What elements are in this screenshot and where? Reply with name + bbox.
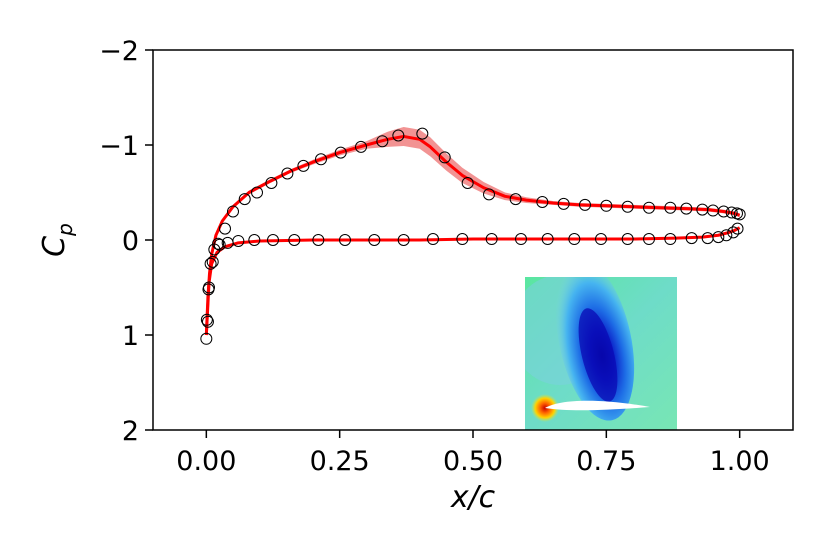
reference-point (312, 234, 325, 246)
reference-point (392, 129, 405, 142)
reference-point (685, 232, 698, 245)
reference-point (483, 188, 495, 201)
reference-point (621, 200, 634, 213)
x-tick-label: 0.25 (310, 446, 370, 477)
reference-point (376, 135, 389, 148)
inset-suction-core (578, 308, 618, 402)
reference-point (232, 234, 245, 247)
reference-point (579, 198, 591, 211)
reference-point (643, 233, 655, 246)
reference-marker-layer (200, 127, 746, 345)
reference-point (664, 201, 677, 214)
x-tick-label: 0.75 (576, 446, 636, 477)
reference-point (227, 205, 239, 218)
reference-point (643, 201, 655, 214)
reference-point (600, 199, 613, 212)
svg-text:Cp: Cp (37, 223, 77, 257)
reference-point (265, 177, 278, 189)
reference-point (297, 159, 310, 172)
y-axis-label-subscript: p (53, 223, 77, 237)
y-tick-label: −2 (99, 36, 139, 67)
reference-point (568, 233, 581, 246)
reference-point (204, 257, 217, 270)
reference-point (201, 315, 214, 328)
reference-point (621, 233, 634, 246)
reference-point (202, 283, 215, 296)
reference-point (251, 186, 263, 199)
reference-point (267, 234, 279, 246)
reference-point (427, 233, 439, 246)
reference-point (200, 313, 213, 326)
reference-point (509, 193, 522, 206)
y-tick-label: 1 (122, 321, 139, 352)
reference-point (339, 234, 351, 246)
x-axis-label: x/c (450, 480, 496, 515)
reference-point (515, 233, 527, 246)
reference-point (595, 233, 607, 246)
prediction-line-layer (204, 134, 741, 336)
reference-point (461, 177, 474, 189)
reference-point (288, 234, 301, 246)
reference-point (731, 222, 744, 235)
reference-point (720, 229, 733, 242)
x-axis-ticks: 0.00 0.25 0.50 0.75 1.00 (176, 430, 770, 477)
y-tick-label: 2 (122, 416, 139, 447)
reference-point (733, 208, 746, 221)
reference-point (536, 196, 549, 208)
x-tick-label: 1.00 (710, 446, 770, 477)
y-axis-label-main: C (37, 236, 72, 257)
reference-point (248, 234, 261, 246)
y-tick-label: −1 (99, 131, 139, 162)
reference-point (219, 222, 231, 235)
x-tick-label: 0.50 (443, 446, 503, 477)
reference-point (281, 167, 294, 180)
reference-point (355, 140, 367, 153)
reference-point (664, 233, 677, 246)
prediction-line (204, 226, 741, 336)
reference-point (200, 332, 213, 345)
x-tick-label: 0.00 (176, 446, 236, 477)
reference-point (557, 197, 570, 210)
y-tick-label: 0 (122, 226, 139, 257)
reference-point (727, 226, 740, 239)
reference-point (717, 205, 730, 218)
inset-contour-image (525, 277, 677, 430)
reference-point (397, 234, 410, 246)
reference-point (725, 206, 738, 219)
reference-point (416, 127, 429, 140)
reference-point (712, 231, 725, 244)
reference-point (334, 146, 347, 159)
prediction-line (204, 134, 741, 336)
reference-point (438, 151, 451, 164)
inset-airfoil (545, 400, 650, 411)
reference-point (485, 233, 498, 246)
reference-point (368, 234, 381, 246)
y-axis-label: Cp (37, 223, 77, 257)
reference-point (315, 153, 327, 166)
reference-point (456, 233, 469, 246)
reference-point (206, 255, 219, 268)
y-axis-ticks: −2 −1 0 1 2 (99, 36, 153, 447)
reference-point (680, 202, 693, 215)
reference-point (541, 233, 554, 246)
reference-point (213, 238, 226, 251)
reference-point (238, 193, 251, 206)
